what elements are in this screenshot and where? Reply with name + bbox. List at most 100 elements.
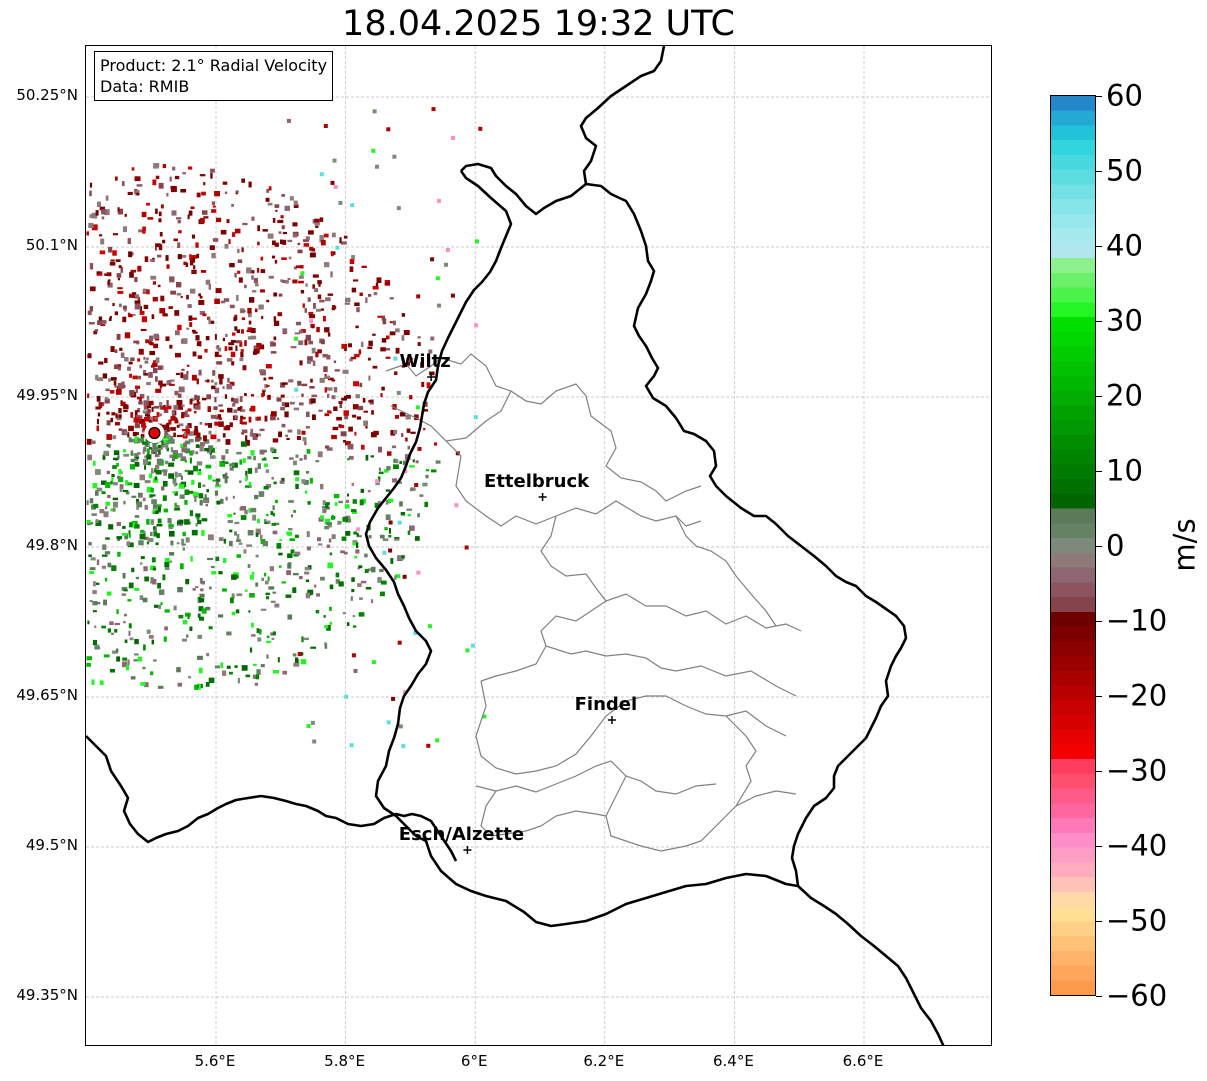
radar-pixel <box>110 377 117 381</box>
radar-pixel <box>176 667 181 673</box>
radar-pixel <box>175 330 180 336</box>
radar-pixel <box>393 356 398 361</box>
radar-pixel <box>208 423 212 428</box>
latitude-tick-label: 49.8°N <box>25 536 78 554</box>
radar-pixel <box>101 491 106 495</box>
radar-pixel <box>222 460 225 463</box>
radar-pixel <box>288 562 292 565</box>
radar-pixel <box>248 508 253 513</box>
radar-pixel <box>163 408 169 413</box>
radar-pixel <box>325 522 332 525</box>
map-panel[interactable]: Wiltz Ettelbruck Findel Esch/Alzette <box>85 45 992 1046</box>
radar-pixel <box>196 397 199 404</box>
radar-pixel <box>270 351 277 354</box>
radar-pixel <box>94 646 101 650</box>
radar-pixel <box>128 623 132 629</box>
radar-pixel <box>225 333 228 338</box>
radar-pixel <box>111 474 115 478</box>
radar-pixel <box>180 189 187 193</box>
radar-pixel <box>186 294 189 300</box>
radar-pixel <box>343 551 348 555</box>
radar-pixel <box>390 558 394 564</box>
radar-pixel <box>175 372 180 376</box>
radar-pixel <box>268 376 274 380</box>
radar-pixel <box>201 580 205 585</box>
radar-pixel <box>234 340 237 343</box>
radar-pixel <box>183 442 188 447</box>
radar-pixel <box>245 470 248 476</box>
radar-pixel <box>293 204 299 208</box>
radar-pixel <box>360 580 367 584</box>
radar-pixel <box>287 277 291 281</box>
radar-pixel <box>140 562 143 565</box>
radar-pixel <box>214 334 217 340</box>
radar-pixel <box>202 484 206 487</box>
colorbar-tick-mark <box>1096 921 1102 922</box>
radar-pixel <box>293 266 297 270</box>
radar-pixel <box>393 429 398 434</box>
radar-pixel <box>214 191 220 197</box>
radar-pixel <box>371 148 376 153</box>
radar-pixel <box>88 542 92 546</box>
radar-pixel <box>196 461 203 466</box>
radar-pixel <box>161 486 165 491</box>
radar-pixel <box>157 254 162 258</box>
latitude-tick-label: 49.35°N <box>16 986 78 1004</box>
radar-pixel <box>158 211 162 217</box>
radar-pixel <box>124 613 127 617</box>
germany-border <box>579 46 666 185</box>
radar-pixel <box>88 322 95 325</box>
radar-pixel <box>365 587 372 590</box>
radar-pixel <box>254 494 259 500</box>
radar-pixel <box>165 427 170 432</box>
radar-pixel <box>326 387 333 391</box>
radar-pixel <box>200 270 207 273</box>
radar-pixel <box>134 515 140 518</box>
radar-pixel <box>345 518 352 523</box>
radar-pixel <box>195 523 198 527</box>
radar-pixel <box>363 410 368 413</box>
radar-pixel <box>136 498 139 504</box>
radar-pixel <box>355 325 359 329</box>
radar-pixel <box>152 504 157 510</box>
radar-pixel <box>156 412 160 418</box>
radar-pixel <box>111 412 116 416</box>
radar-pixel <box>257 241 260 246</box>
radar-pixel <box>311 325 315 329</box>
radar-pixel <box>107 280 110 286</box>
radar-pixel <box>104 357 108 364</box>
radar-pixel <box>356 535 362 538</box>
radar-pixel <box>423 427 426 431</box>
radar-pixel <box>282 328 288 334</box>
radar-pixel <box>334 502 338 506</box>
radar-pixel <box>307 297 311 302</box>
radar-pixel <box>222 670 227 676</box>
radar-pixel <box>278 293 283 297</box>
radar-pixel <box>210 455 216 459</box>
radar-pixel <box>342 369 349 374</box>
radar-pixel <box>247 336 254 340</box>
radar-pixel <box>260 608 267 611</box>
radar-pixel <box>214 397 217 403</box>
radar-pixel <box>181 538 185 545</box>
radar-pixel <box>145 414 151 417</box>
radar-pixel <box>274 242 279 247</box>
radar-pixel <box>153 566 156 569</box>
radar-pixel <box>409 525 415 531</box>
radar-pixel <box>251 275 254 280</box>
radar-pixel <box>161 441 164 446</box>
radar-pixel <box>107 562 112 568</box>
radar-pixel <box>338 581 344 587</box>
radar-pixel <box>287 239 293 243</box>
radar-pixel <box>115 259 121 262</box>
radar-pixel <box>230 339 235 343</box>
radar-pixel <box>172 491 177 494</box>
radar-pixel <box>172 457 176 462</box>
radar-pixel <box>347 493 349 497</box>
radar-pixel <box>155 510 159 515</box>
radar-pixel <box>92 483 98 489</box>
radar-pixel <box>198 468 201 471</box>
radar-pixel <box>329 552 333 556</box>
radar-pixel <box>338 401 343 404</box>
